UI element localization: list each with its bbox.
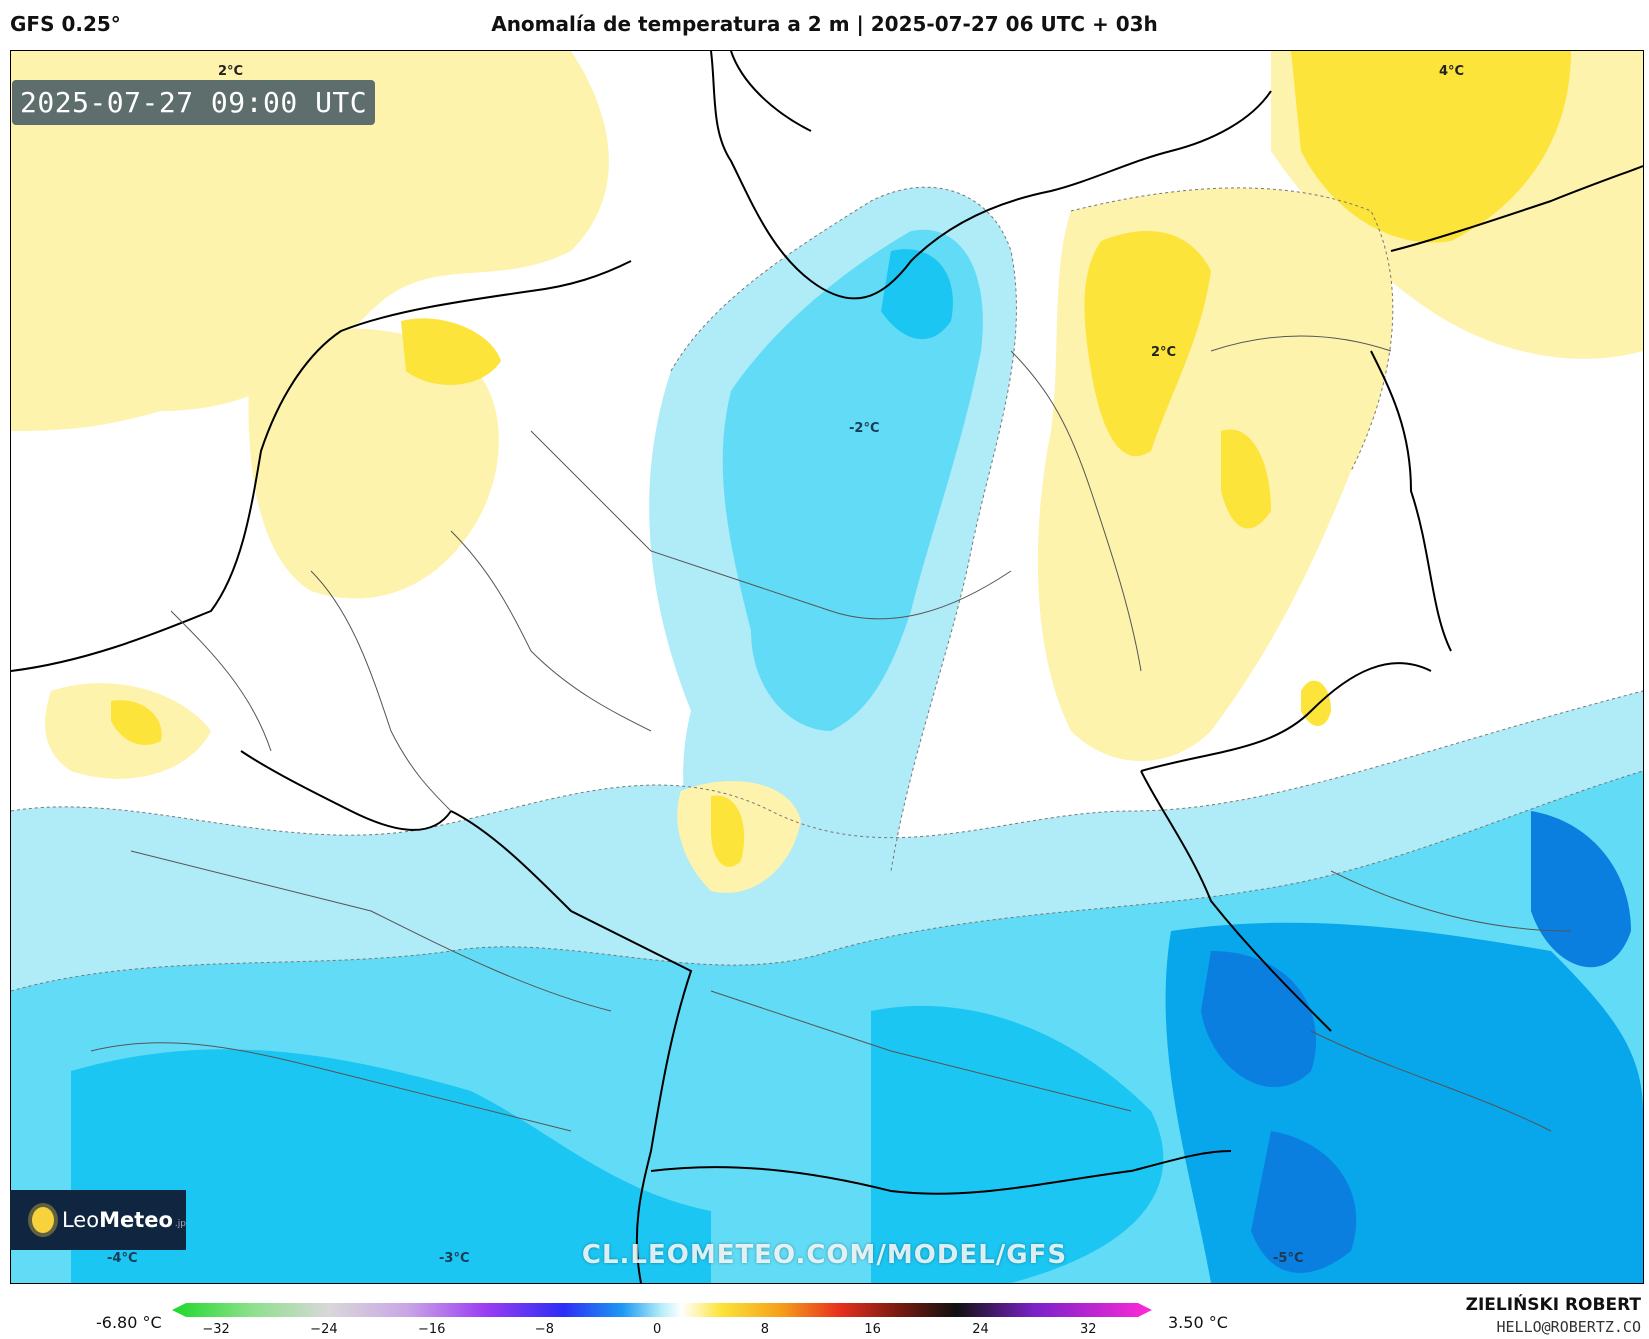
color-scale-ticks: −32 −24 −16 −8 0 8 16 24 32 (172, 1322, 1152, 1338)
sun-icon (32, 1207, 54, 1233)
leometeo-logo[interactable]: LeoMeteo .jp (10, 1190, 186, 1250)
contour-label: -2°C (849, 421, 880, 436)
map-canvas[interactable]: 2°C 4°C 2°C -2°C -4°C -3°C -5°C (10, 50, 1644, 1284)
scale-tick: −8 (534, 1322, 554, 1337)
scale-tick: −24 (310, 1322, 338, 1337)
author-name: ZIELIŃSKI ROBERT (1465, 1295, 1641, 1315)
scale-tick: 32 (1080, 1322, 1097, 1337)
contour-label: -5°C (1273, 1251, 1304, 1266)
contour-label: 2°C (1151, 345, 1177, 360)
scale-tick: 16 (864, 1322, 881, 1337)
scale-tick: 0 (652, 1322, 662, 1337)
contour-label: 4°C (1439, 64, 1465, 79)
temperature-anomaly-field (11, 51, 1643, 1283)
logo-text: LeoMeteo (61, 1208, 173, 1232)
contour-label: 2°C (218, 64, 244, 79)
map-title: Anomalía de temperatura a 2 m | 2025-07-… (491, 12, 1158, 36)
scale-tick: 24 (972, 1322, 989, 1337)
color-scale-bar (172, 1303, 1152, 1317)
source-watermark: CL.LEOMETEO.COM/MODEL/GFS (581, 1240, 1068, 1270)
contour-label: -4°C (107, 1251, 138, 1266)
logo-suffix: .jp (174, 1219, 186, 1229)
legend-min-label: -6.80 °C (96, 1313, 162, 1332)
valid-time-badge: 2025-07-27 09:00 UTC (12, 80, 376, 125)
author-email[interactable]: HELLO@ROBERTZ.CO (1496, 1318, 1642, 1336)
scale-tick: −16 (417, 1322, 446, 1337)
model-label: GFS 0.25° (10, 12, 121, 36)
legend-max-label: 3.50 °C (1168, 1313, 1228, 1332)
contour-label: -3°C (439, 1251, 470, 1266)
scale-tick: 8 (760, 1322, 770, 1337)
scale-tick: −32 (202, 1322, 230, 1337)
